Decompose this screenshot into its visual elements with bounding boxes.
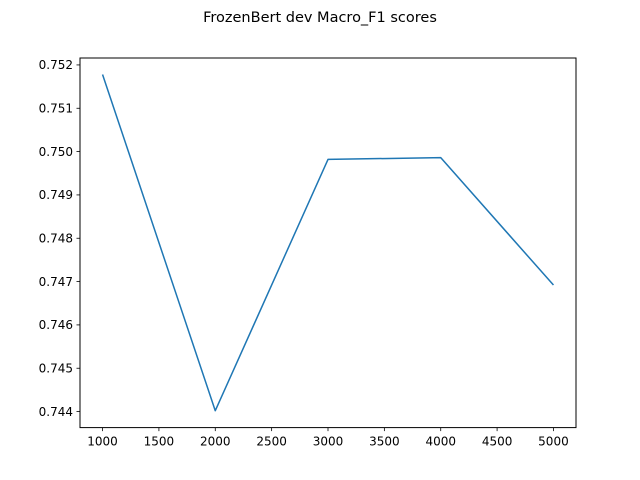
y-tick-label: 0.744 (39, 405, 73, 419)
y-tick-label: 0.745 (39, 362, 73, 376)
y-tick-label: 0.748 (39, 232, 73, 246)
x-tick-label: 5000 (538, 435, 569, 449)
x-tick-label: 3000 (313, 435, 344, 449)
y-tick-label: 0.749 (39, 188, 73, 202)
x-tick-label: 4000 (425, 435, 456, 449)
series-layer (101, 74, 555, 412)
x-tick-label: 4500 (482, 435, 513, 449)
y-tick-label: 0.747 (39, 275, 73, 289)
y-axis: 0.744 0.745 0.746 0.747 0.748 0.749 0.750 0.751… (39, 58, 80, 419)
y-tick-label: 0.752 (39, 58, 73, 72)
x-axis: 1000 1500 2000 2500 3000 3500 4000 4500 5000 (87, 427, 569, 449)
x-tick-label: 1000 (87, 435, 118, 449)
y-tick-label: 0.751 (39, 102, 73, 116)
x-tick-label: 2000 (200, 435, 231, 449)
x-tick-label: 1500 (144, 435, 175, 449)
x-tick-label: 2500 (256, 435, 287, 449)
plot-frame (79, 57, 577, 429)
y-tick-label: 0.746 (39, 318, 73, 332)
x-tick-label: 3500 (369, 435, 400, 449)
series-line-1 (101, 74, 555, 412)
y-tick-label: 0.750 (39, 145, 73, 159)
chart-title: FrozenBert dev Macro_F1 scores (203, 10, 437, 26)
